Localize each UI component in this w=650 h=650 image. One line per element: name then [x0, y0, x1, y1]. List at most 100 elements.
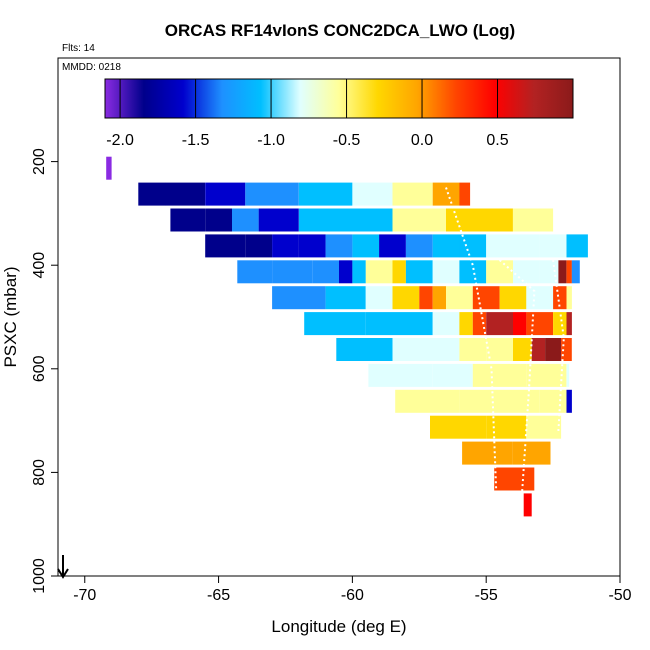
- heatmap-cell: [459, 338, 487, 361]
- heatmap-cell: [561, 338, 572, 361]
- heatmap-cell: [526, 415, 562, 439]
- heatmap-cell: [531, 338, 546, 361]
- heatmap-cell: [405, 260, 433, 284]
- heatmap-cell: [432, 182, 460, 206]
- heatmap-cell: [446, 208, 513, 232]
- heatmap-cell: [486, 260, 513, 284]
- date-label: MMDD: 0218: [62, 62, 121, 73]
- heatmap-cell: [352, 234, 380, 258]
- colorbar-tick-label: -2.0: [106, 132, 134, 149]
- heatmap-cell: [566, 312, 572, 336]
- colorbar: [104, 78, 574, 119]
- heatmap-cell: [486, 338, 513, 361]
- heatmap-cell: [205, 182, 246, 206]
- heatmap-cell: [566, 363, 570, 387]
- heatmap-cell: [368, 363, 433, 387]
- y-axis-label: PSXC (mbar): [1, 266, 20, 367]
- heatmap-cell: [392, 286, 420, 310]
- heatmap-cell: [459, 260, 487, 284]
- heatmap-cell: [513, 234, 540, 258]
- heatmap-cell: [272, 260, 313, 284]
- heatmap-cell: [432, 363, 473, 387]
- heatmap-cell: [459, 234, 487, 258]
- chart-title: ORCAS RF14vIonS CONC2DCA_LWO (Log): [165, 21, 515, 40]
- heatmap-cell: [395, 389, 460, 413]
- heatmap-cell: [459, 389, 540, 413]
- heatmap-cell: [486, 312, 513, 336]
- y-tick-label: 600: [31, 355, 48, 382]
- colorbar-tick-label: -0.5: [333, 132, 361, 149]
- heatmap-cell: [365, 312, 433, 336]
- heatmap-cell: [170, 208, 206, 232]
- heatmap-cell: [419, 286, 433, 310]
- heatmap-cell: [405, 234, 433, 258]
- heatmap-cell: [553, 286, 567, 310]
- heatmap-cell: [432, 234, 460, 258]
- heatmap-cell: [237, 260, 273, 284]
- flight-track-line: [498, 259, 536, 509]
- heatmap-cell: [459, 182, 471, 206]
- heatmap-cell: [432, 260, 460, 284]
- x-tick-label: -50: [608, 587, 631, 604]
- heatmap-cell: [392, 260, 406, 284]
- y-tick-label: 1000: [31, 558, 48, 594]
- flight-track-line: [552, 259, 565, 432]
- heatmap-cell: [558, 260, 567, 284]
- heatmap-cell: [499, 286, 527, 310]
- heatmap-cell: [430, 415, 487, 439]
- x-axis: -70 -65 -60 -55 -50: [73, 576, 632, 604]
- heatmap-cell: [566, 286, 572, 310]
- heatmap-cell: [379, 234, 406, 258]
- heatmap-cell: [138, 182, 166, 206]
- colorbar-tick-label: 0.5: [486, 132, 508, 149]
- colorbar-tick-label: -1.0: [257, 132, 285, 149]
- heatmap-cell: [298, 182, 353, 206]
- heatmap-cell: [459, 312, 473, 336]
- heatmap-cell: [365, 286, 393, 310]
- heatmap-cell: [526, 363, 567, 387]
- heatmap-cell: [272, 234, 299, 258]
- heatmap-cell: [486, 415, 527, 439]
- heatmap-cell: [352, 182, 393, 206]
- x-axis-label: Longitude (deg E): [271, 617, 406, 636]
- heatmap-cell: [258, 208, 299, 232]
- heatmap-cell: [539, 389, 567, 413]
- colorbar-ticks: -2.0 -1.5 -1.0 -0.5 0.0 0.5: [106, 79, 509, 149]
- x-tick-label: -60: [341, 587, 364, 604]
- plot-frame: [57, 57, 621, 577]
- heatmap-cell: [513, 260, 540, 284]
- heatmap-cell: [336, 338, 393, 361]
- heatmap-cell: [472, 363, 527, 387]
- y-tick-label: 800: [31, 459, 48, 486]
- heatmap-cell: [339, 208, 393, 232]
- heatmap-cell: [325, 234, 353, 258]
- y-tick-label: 200: [31, 148, 48, 175]
- heatmap-cell: [325, 286, 366, 310]
- heatmap-cell: [272, 286, 326, 310]
- heatmap-cell: [462, 441, 513, 465]
- heatmap-cell: [566, 389, 572, 413]
- heatmap-cell: [298, 234, 326, 258]
- heatmap-cell: [545, 338, 562, 361]
- heatmap-cell: [486, 234, 513, 258]
- heatmap-cell: [571, 260, 580, 284]
- heatmap-cell: [513, 208, 554, 232]
- heatmap-cell: [339, 260, 353, 284]
- heatmap-cell: [566, 234, 588, 258]
- heatmap-cell: [352, 260, 366, 284]
- heatmap-cells: [106, 156, 588, 517]
- heatmap-cell: [312, 260, 339, 284]
- flight-track-line: [445, 187, 498, 509]
- y-axis: 200 400 600 800 1000: [31, 148, 58, 594]
- colorbar-gradient: [104, 78, 574, 119]
- x-tick-label: -65: [207, 587, 230, 604]
- heatmap-cell: [106, 156, 112, 180]
- heatmap-cell: [526, 286, 554, 310]
- arrow-down-icon: [57, 555, 69, 579]
- heatmap-cell: [526, 312, 554, 336]
- heatmap-cell: [566, 260, 572, 284]
- heatmap-cell: [432, 312, 460, 336]
- y-tick-label: 400: [31, 252, 48, 279]
- heatmap-cell: [494, 467, 535, 491]
